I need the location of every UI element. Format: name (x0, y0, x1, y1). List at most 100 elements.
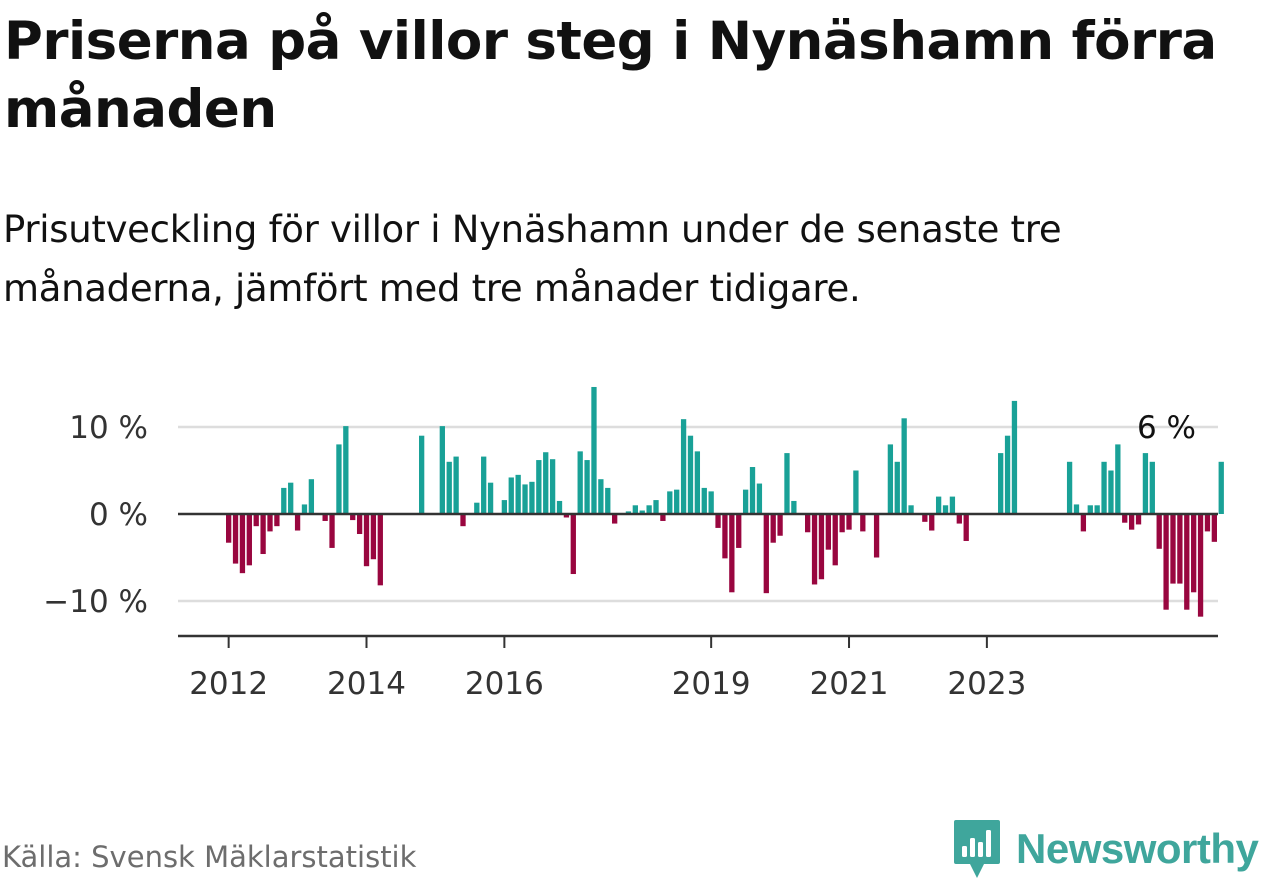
bar-positive (853, 470, 859, 514)
bar-negative (274, 514, 280, 527)
bar-positive (529, 481, 535, 514)
bar-positive (522, 484, 528, 514)
bar-negative (1163, 514, 1169, 610)
bar-negative (729, 514, 735, 593)
bar-negative (818, 514, 825, 580)
bar-negative (570, 514, 576, 575)
bar-positive (1218, 461, 1224, 514)
x-tick-label: 2012 (189, 666, 268, 702)
bar-positive (343, 426, 349, 514)
bar-positive (694, 451, 701, 514)
bar-negative (232, 514, 239, 564)
bar-positive (474, 502, 480, 514)
bar-positive (419, 435, 425, 514)
bar-negative (873, 514, 880, 558)
axes: 10 % 0 % −10 % 2012 2014 2016 2019 2021 2023 6 % (43, 410, 1218, 702)
bar-positive (556, 500, 563, 514)
bar-positive (653, 500, 659, 514)
bar-negative (1211, 514, 1217, 542)
bar-negative (722, 514, 728, 559)
x-tick-label: 2021 (810, 666, 889, 702)
bar-positive (1094, 505, 1100, 514)
bar-positive (674, 489, 680, 514)
bar-negative (832, 514, 838, 566)
bar-negative (322, 514, 328, 521)
y-tick-label: 10 % (69, 410, 148, 446)
bar-negative (1128, 514, 1135, 530)
bar-negative (246, 514, 252, 566)
bar-positive (742, 489, 749, 514)
bar-positive (543, 452, 549, 514)
bar-negative (363, 514, 370, 567)
bar-negative (715, 514, 721, 528)
bar-positive (584, 460, 590, 514)
bar-negative (1122, 514, 1128, 523)
bar-positive (1011, 400, 1018, 514)
bar-positive (701, 487, 707, 514)
bar-negative (839, 514, 845, 533)
chart-subtitle: Prisutveckling för villor i Nynäshamn un… (3, 208, 1062, 310)
bar-positive (1101, 461, 1107, 514)
bar-negative (736, 514, 742, 548)
bar-positive (439, 426, 445, 514)
bar-positive (935, 496, 942, 514)
bar-positive (894, 461, 900, 514)
bar-negative (1197, 514, 1204, 617)
bar-positive (625, 511, 632, 514)
bar-negative (350, 514, 356, 521)
bar-negative (929, 514, 935, 531)
x-tick-label: 2014 (327, 666, 406, 702)
bar-negative (329, 514, 335, 548)
bar-positive (501, 500, 508, 514)
bar-positive (1073, 504, 1080, 514)
bar-positive (598, 479, 604, 514)
bar-positive (1142, 453, 1149, 514)
bar-negative (267, 514, 273, 532)
bar-positive (791, 500, 797, 514)
y-tick-label: 0 % (89, 497, 148, 533)
bar-positive (756, 483, 763, 514)
bar-positive (708, 491, 714, 514)
bar-positive (667, 491, 673, 514)
bar-negative (805, 514, 811, 533)
bar-positive (1115, 444, 1121, 514)
bar-positive (632, 505, 638, 514)
bar-negative (612, 514, 618, 524)
bar-negative (356, 514, 363, 535)
bar-negative (770, 514, 776, 543)
brand-name: Newsworthy (1016, 825, 1259, 872)
bar-positive (887, 444, 894, 514)
source-note: Källa: Svensk Mäklarstatistik (2, 840, 417, 874)
bar-negative (922, 514, 928, 522)
bar-positive (301, 504, 308, 514)
bar-positive (446, 461, 452, 514)
x-tick-label: 2023 (947, 666, 1026, 702)
bar-negative (956, 514, 962, 524)
bar-negative (1177, 514, 1183, 584)
bar-positive (942, 505, 949, 514)
bar-positive (481, 456, 487, 514)
bar-negative (963, 514, 969, 541)
bar-positive (687, 435, 694, 514)
bar-negative (811, 514, 818, 585)
bar-positive (1108, 470, 1114, 514)
bar-positive (1066, 461, 1073, 514)
bar-negative (1170, 514, 1176, 584)
bars (226, 386, 1224, 617)
chart-title: Priserna på villor steg i Nynäshamn förr… (4, 11, 1217, 140)
bar-positive (549, 459, 556, 514)
bar-positive (646, 505, 652, 514)
bar-negative (294, 514, 301, 531)
bar-positive (639, 510, 645, 514)
bar-positive (591, 386, 597, 514)
bar-positive (680, 419, 687, 514)
bar-negative (860, 514, 866, 532)
brand-logo[interactable]: Newsworthy (952, 818, 1259, 880)
bar-negative (226, 514, 232, 543)
bar-positive (308, 479, 315, 514)
bar-negative (1135, 514, 1142, 525)
bar-positive (1087, 505, 1093, 514)
bar-positive (281, 487, 287, 514)
bar-positive (487, 482, 494, 514)
y-tick-label: −10 % (43, 584, 148, 620)
